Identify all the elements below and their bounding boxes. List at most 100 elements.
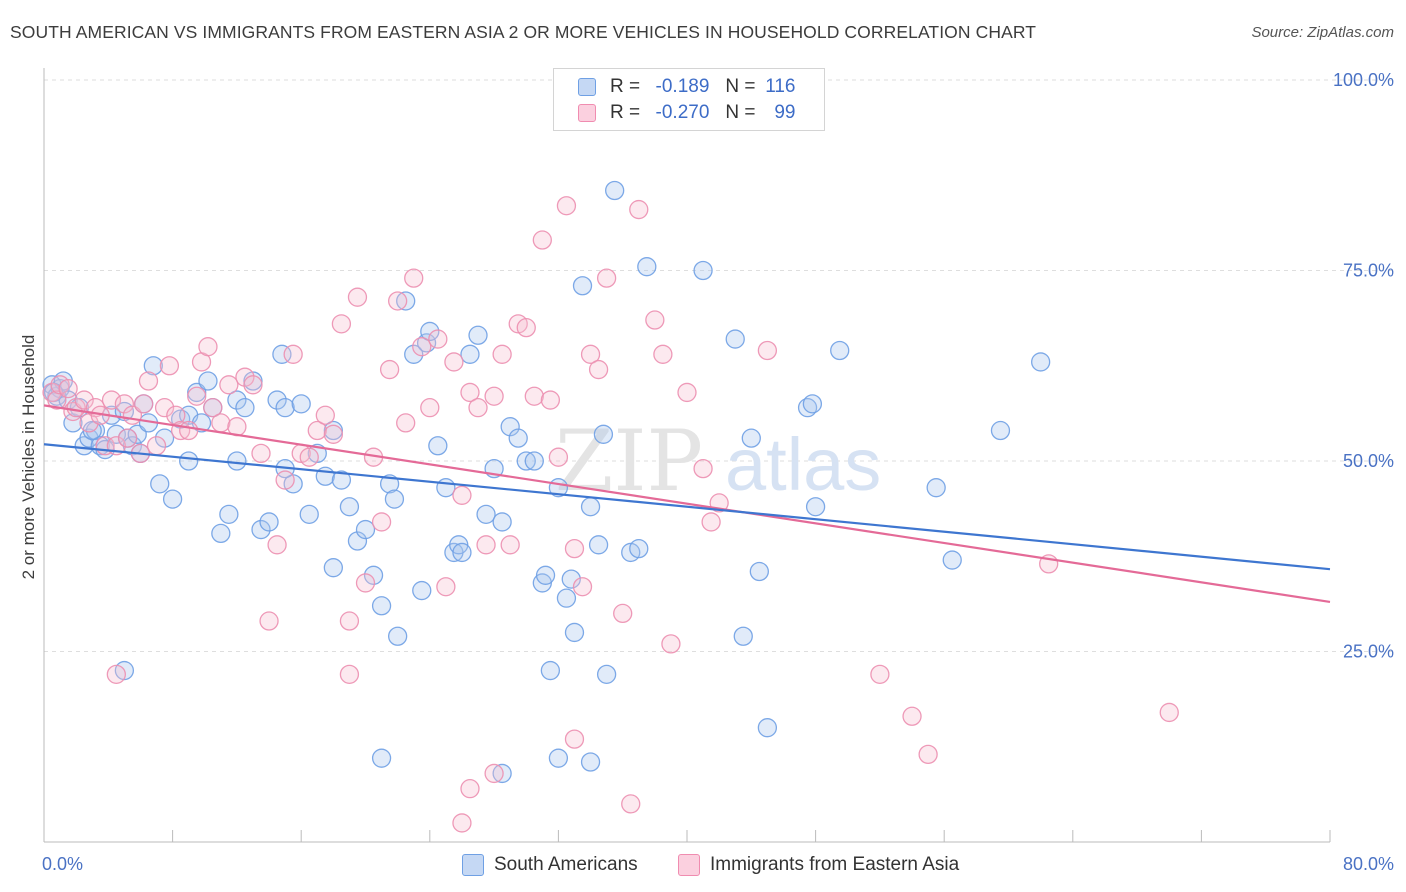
data-point	[749, 561, 769, 582]
data-point	[363, 565, 384, 585]
y-axis-title: 2 or more Vehicles in Household	[19, 335, 38, 580]
data-point	[251, 519, 271, 540]
data-point	[420, 321, 440, 342]
data-point	[596, 664, 617, 685]
data-point	[460, 344, 480, 364]
trend-line-south-americans	[43, 443, 1331, 571]
data-point	[444, 352, 464, 372]
data-point	[468, 398, 488, 418]
data-point	[428, 329, 448, 349]
data-point	[902, 706, 922, 726]
data-point	[371, 748, 392, 768]
data-point	[508, 428, 528, 448]
data-point	[331, 470, 352, 490]
bottom-legend-eastern-asia: Immigrants from Eastern Asia	[678, 852, 959, 878]
data-point	[548, 748, 569, 768]
data-point	[452, 485, 472, 505]
data-point	[540, 390, 561, 410]
data-point	[677, 382, 697, 403]
data-point	[556, 588, 577, 608]
bottom-legend-south-americans: South Americans	[462, 852, 638, 878]
data-point	[134, 394, 154, 414]
legend-r-label: R =	[610, 102, 641, 123]
data-point	[283, 344, 303, 364]
legend-r-value: -0.189	[655, 76, 710, 97]
data-point	[564, 538, 585, 559]
data-point	[275, 470, 295, 490]
data-point	[564, 622, 585, 643]
data-point	[420, 398, 440, 418]
data-point	[580, 752, 601, 772]
data-point	[741, 428, 761, 448]
data-point	[159, 356, 180, 376]
data-point	[74, 390, 94, 410]
data-point	[532, 230, 552, 250]
watermark-atlas: atlas	[725, 423, 881, 506]
data-point	[339, 664, 360, 685]
data-point	[492, 763, 512, 784]
data-point	[179, 451, 199, 471]
data-point	[621, 794, 641, 814]
data-point	[150, 474, 170, 494]
grid-lines	[44, 79, 1394, 652]
data-point	[653, 344, 673, 364]
bottom-legend-label-blue: South Americans	[494, 854, 638, 875]
data-point	[323, 424, 344, 444]
data-point	[331, 314, 352, 334]
data-point	[235, 398, 255, 418]
data-point	[198, 337, 218, 357]
watermark: ZIP atlas	[555, 412, 881, 510]
data-point	[47, 390, 67, 410]
data-point	[272, 344, 292, 364]
data-point	[58, 378, 78, 399]
data-point	[404, 268, 424, 288]
x-tick-label: 80.0%	[1343, 854, 1394, 874]
data-point	[926, 478, 946, 498]
data-point	[596, 268, 617, 288]
data-point	[315, 405, 335, 425]
data-point	[117, 428, 138, 448]
legend-n-label: N =	[725, 76, 756, 97]
y-tick-label: 25.0%	[1343, 642, 1394, 662]
data-point	[561, 569, 581, 589]
data-point	[637, 257, 657, 277]
chart-title: SOUTH AMERICAN VS IMMIGRANTS FROM EASTER…	[10, 22, 1037, 42]
data-point	[629, 199, 649, 220]
data-point	[371, 512, 392, 532]
bottom-legend-label-pink: Immigrants from Eastern Asia	[710, 854, 960, 875]
data-point	[187, 386, 207, 406]
y-tick-label: 50.0%	[1343, 451, 1394, 471]
data-point	[492, 344, 512, 364]
data-point	[211, 523, 231, 544]
data-point	[355, 573, 376, 593]
data-point	[143, 356, 163, 376]
data-point	[524, 451, 544, 471]
data-point	[757, 718, 778, 738]
data-point	[870, 664, 890, 685]
data-point	[942, 550, 962, 570]
data-point	[371, 596, 392, 616]
data-point	[645, 310, 665, 330]
data-point	[259, 512, 279, 532]
trend-line-eastern-asia	[43, 404, 1331, 604]
data-point	[219, 375, 239, 395]
data-point	[412, 337, 432, 357]
data-point	[452, 542, 472, 563]
legend-row-eastern-asia: R = -0.270 N = 99	[578, 100, 796, 126]
data-point	[146, 436, 167, 456]
legend-n-value: 99	[774, 102, 796, 123]
data-point	[593, 424, 614, 444]
data-point	[580, 497, 601, 517]
data-point	[1031, 352, 1051, 372]
data-point	[307, 420, 327, 441]
data-point	[572, 276, 593, 296]
legend-r-label: R =	[610, 76, 641, 97]
data-point	[299, 447, 319, 467]
data-point	[251, 443, 271, 464]
data-point	[516, 451, 536, 471]
data-point	[500, 535, 520, 555]
data-point	[106, 424, 126, 444]
data-point	[162, 489, 183, 509]
series-eastern-asia	[42, 196, 1179, 833]
tick-labels: 25.0% 50.0% 75.0% 100.0% 0.0% 80.0%	[42, 70, 1394, 874]
